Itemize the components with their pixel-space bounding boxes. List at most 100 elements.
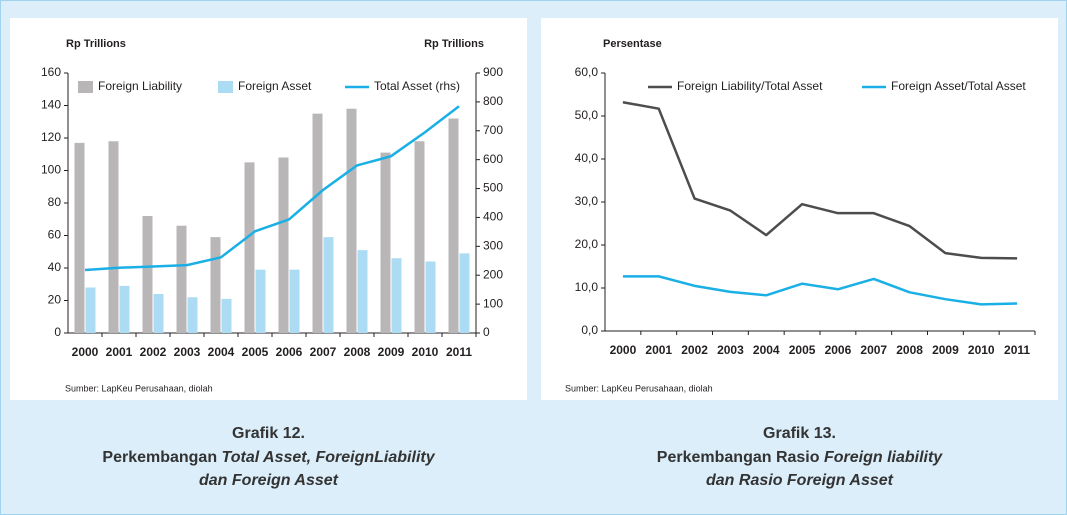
bar — [289, 269, 300, 333]
caption-segment: Total Asset, ForeignLiability — [222, 449, 436, 466]
x-tick-label: 2005 — [789, 343, 816, 357]
bar — [278, 157, 289, 333]
y-tick-label: 20 — [48, 293, 62, 307]
x-tick-label: 2006 — [276, 345, 303, 359]
x-tick-label: 2008 — [896, 343, 923, 357]
source: Sumber: LapKeu Perusahaan, diolah — [65, 383, 213, 393]
caption-line: dan Rasio Foreign Asset — [706, 472, 894, 489]
legend-swatch — [218, 81, 233, 93]
y2-tick-label: 500 — [483, 181, 503, 195]
y2-tick-label: 400 — [483, 210, 503, 224]
caption-segment: dan Foreign Asset — [199, 472, 339, 489]
y-tick-label: 0 — [54, 325, 61, 339]
caption-line: dan Foreign Asset — [199, 472, 339, 489]
x-tick-label: 2004 — [208, 345, 235, 359]
bar — [108, 141, 119, 333]
line — [84, 105, 460, 272]
x-tick-label: 2011 — [1004, 343, 1030, 357]
y-tick-label: 30,0 — [575, 194, 599, 208]
x-tick-label: 2001 — [645, 343, 672, 357]
y-axis-label: Persentase — [603, 38, 662, 50]
bar — [380, 152, 391, 333]
bar — [459, 253, 470, 333]
line — [622, 275, 1018, 306]
bar — [221, 298, 232, 333]
caption-segment: dan Rasio Foreign Asset — [706, 472, 894, 489]
bar — [85, 287, 96, 333]
y-tick-label: 40,0 — [575, 151, 599, 165]
legend-label: Total Asset (rhs) — [374, 79, 460, 93]
y-tick-label: 120 — [41, 130, 61, 144]
bar — [176, 225, 187, 333]
y2-tick-label: 0 — [483, 325, 490, 339]
y-tick-label: 20,0 — [575, 237, 599, 251]
bar — [244, 162, 255, 333]
y-tick-label: 60,0 — [575, 65, 599, 79]
line — [622, 101, 1018, 260]
bar — [425, 261, 436, 333]
legend-swatch — [78, 81, 93, 93]
caption-segment: Foreign liability — [824, 449, 943, 466]
caption-line: Perkembangan Total Asset, ForeignLiabili… — [102, 449, 435, 466]
y2-tick-label: 900 — [483, 65, 503, 79]
caption-title: Grafik 12. — [232, 425, 305, 442]
x-tick-label: 2006 — [825, 343, 852, 357]
bar — [414, 141, 425, 333]
legend-label: Foreign Asset/Total Asset — [891, 79, 1026, 93]
source: Sumber: LapKeu Perusahaan, diolah — [565, 383, 713, 393]
bar — [255, 269, 266, 333]
x-tick-label: 2001 — [106, 345, 133, 359]
legend-label: Foreign Liability/Total Asset — [677, 79, 823, 93]
y2-tick-label: 600 — [483, 152, 503, 166]
x-tick-label: 2007 — [310, 345, 337, 359]
x-tick-label: 2010 — [412, 345, 439, 359]
bar — [312, 113, 323, 333]
y2-tick-label: 100 — [483, 296, 503, 310]
caption-title: Grafik 13. — [763, 425, 836, 442]
y-tick-label: 50,0 — [575, 108, 599, 122]
bar — [323, 237, 334, 333]
x-tick-label: 2007 — [860, 343, 887, 357]
legend-label: Foreign Liability — [98, 79, 182, 93]
bar — [187, 297, 198, 333]
x-tick-label: 2009 — [932, 343, 959, 357]
y-tick-label: 0,0 — [581, 323, 598, 337]
x-tick-label: 2005 — [242, 345, 269, 359]
y2-tick-label: 800 — [483, 94, 503, 108]
bar — [142, 216, 153, 333]
y-tick-label: 40 — [48, 260, 62, 274]
caption-segment: Perkembangan Rasio — [657, 449, 824, 466]
y-tick-label: 60 — [48, 228, 62, 242]
x-tick-label: 2010 — [968, 343, 995, 357]
y-tick-label: 140 — [41, 98, 61, 112]
x-tick-label: 2009 — [378, 345, 405, 359]
bar — [391, 258, 402, 333]
bar — [119, 285, 130, 333]
caption-line: Perkembangan Rasio Foreign liability — [657, 449, 944, 466]
x-tick-label: 2004 — [753, 343, 780, 357]
legend-label: Foreign Asset — [238, 79, 312, 93]
caption-segment: Perkembangan — [102, 449, 221, 466]
x-tick-label: 2008 — [344, 345, 371, 359]
y-axis-label: Rp Trillions — [66, 38, 126, 50]
y-tick-label: 80 — [48, 195, 62, 209]
bar — [153, 294, 164, 333]
y-tick-label: 100 — [41, 163, 61, 177]
panel — [10, 18, 527, 400]
panel — [541, 18, 1058, 400]
y-tick-label: 160 — [41, 65, 61, 79]
x-tick-label: 2003 — [717, 343, 744, 357]
x-tick-label: 2000 — [610, 343, 637, 357]
bar — [357, 250, 368, 333]
y2-tick-label: 700 — [483, 123, 503, 137]
x-tick-label: 2002 — [140, 345, 167, 359]
bar — [346, 108, 357, 333]
y2-tick-label: 300 — [483, 239, 503, 253]
x-tick-label: 2002 — [681, 343, 708, 357]
x-tick-label: 2003 — [174, 345, 201, 359]
y-tick-label: 10,0 — [575, 280, 599, 294]
y2-tick-label: 200 — [483, 267, 503, 281]
y2-axis-label: Rp Trillions — [424, 38, 484, 50]
bar — [448, 118, 459, 333]
